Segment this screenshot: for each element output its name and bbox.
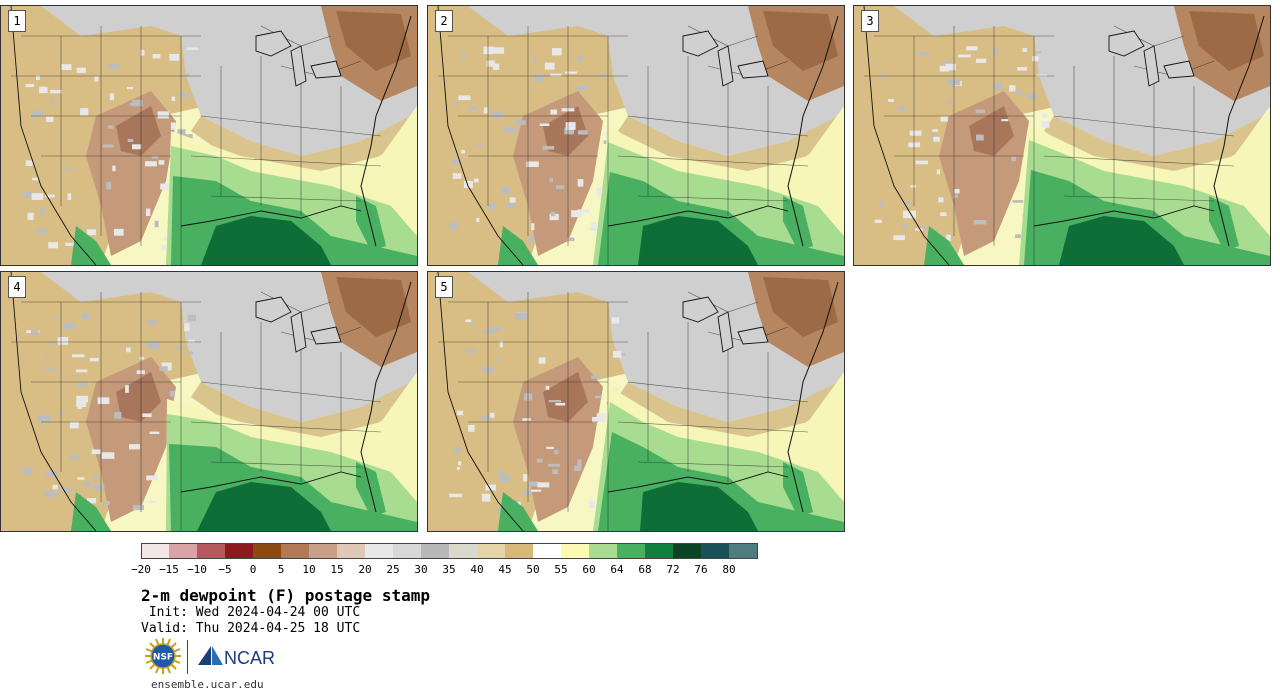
colorbar-swatch [141, 543, 170, 559]
colorbar-swatch [477, 543, 505, 559]
colorbar-swatch [589, 543, 617, 559]
colorbar-tick-label: 55 [554, 563, 568, 576]
colorbar-tick-label: 80 [722, 563, 736, 576]
colorbar-swatch [729, 543, 758, 559]
logo-separator [187, 640, 188, 674]
colorbar-swatch [309, 543, 337, 559]
colorbar-swatch [673, 543, 701, 559]
colorbar-swatch [533, 543, 561, 559]
colorbar-swatch [225, 543, 253, 559]
colorbar-tick-label: 20 [358, 563, 372, 576]
colorbar-tick-label: 30 [414, 563, 428, 576]
colorbar-tick-label: −15 [159, 563, 179, 576]
colorbar-tick-label: 76 [694, 563, 708, 576]
colorbar-swatch [561, 543, 589, 559]
ncar-logo: NCAR [198, 646, 275, 668]
dewpoint-map [1, 6, 417, 265]
map-panel-4: 4 [0, 271, 418, 532]
nsf-logo: NSF [145, 638, 181, 674]
colorbar-swatch [253, 543, 281, 559]
colorbar-tick-label: −20 [131, 563, 151, 576]
colorbar-swatch [393, 543, 421, 559]
dewpoint-map [428, 6, 844, 265]
colorbar-tick-label: 10 [302, 563, 316, 576]
colorbar-tick-label: 35 [442, 563, 456, 576]
colorbar-tick-label: 72 [666, 563, 680, 576]
valid-time: Valid: Thu 2024-04-25 18 UTC [141, 621, 361, 636]
colorbar-swatch [197, 543, 225, 559]
colorbar-swatch [617, 543, 645, 559]
panel-number: 1 [8, 10, 26, 32]
panel-number: 2 [435, 10, 453, 32]
colorbar-tick-label: 5 [277, 563, 285, 576]
map-panel-3: 3 [853, 5, 1271, 266]
colorbar-swatch [505, 543, 533, 559]
panel-number: 3 [861, 10, 879, 32]
colorbar-tick-label: 15 [330, 563, 344, 576]
colorbar-tick-label: −5 [218, 563, 232, 576]
colorbar-tick-label: 45 [498, 563, 512, 576]
map-panel-5: 5 [427, 271, 845, 532]
colorbar-tick-label: −10 [187, 563, 207, 576]
colorbar-swatch [701, 543, 729, 559]
dewpoint-map [854, 6, 1270, 265]
colorbar-tick-label: 25 [386, 563, 400, 576]
colorbar-swatch [645, 543, 673, 559]
panel-number: 5 [435, 276, 453, 298]
colorbar-swatch [421, 543, 449, 559]
footer-url: ensemble.ucar.edu [151, 678, 264, 691]
colorbar-tick-label: 60 [582, 563, 596, 576]
colorbar-tick-label: 68 [638, 563, 652, 576]
colorbar-swatch [365, 543, 393, 559]
dewpoint-map [428, 272, 844, 531]
ncar-logo-text: NCAR [224, 648, 275, 668]
colorbar-swatch [169, 543, 197, 559]
init-time: Init: Wed 2024-04-24 00 UTC [141, 605, 361, 620]
colorbar-tick-label: 0 [249, 563, 257, 576]
colorbar-tick-label: 50 [526, 563, 540, 576]
colorbar-tick-label: 64 [610, 563, 624, 576]
colorbar-swatch [281, 543, 309, 559]
colorbar-tick-label: 40 [470, 563, 484, 576]
colorbar-swatch [449, 543, 477, 559]
colorbar-swatch [337, 543, 365, 559]
panel-number: 4 [8, 276, 26, 298]
dewpoint-map [1, 272, 417, 531]
colorbar: −20 −15 −10 −5 0 5 10 15 20 25 30 35 40 45 50 55 60 64 68 7… [131, 543, 758, 577]
map-panel-1: 1 [0, 5, 418, 266]
nsf-logo-text: NSF [153, 653, 173, 663]
map-panel-2: 2 [427, 5, 845, 266]
chart-title: 2-m dewpoint (F) postage stamp [141, 586, 430, 605]
